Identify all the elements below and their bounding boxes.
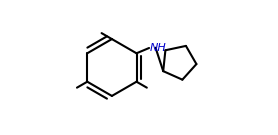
Text: NH: NH — [150, 43, 166, 53]
